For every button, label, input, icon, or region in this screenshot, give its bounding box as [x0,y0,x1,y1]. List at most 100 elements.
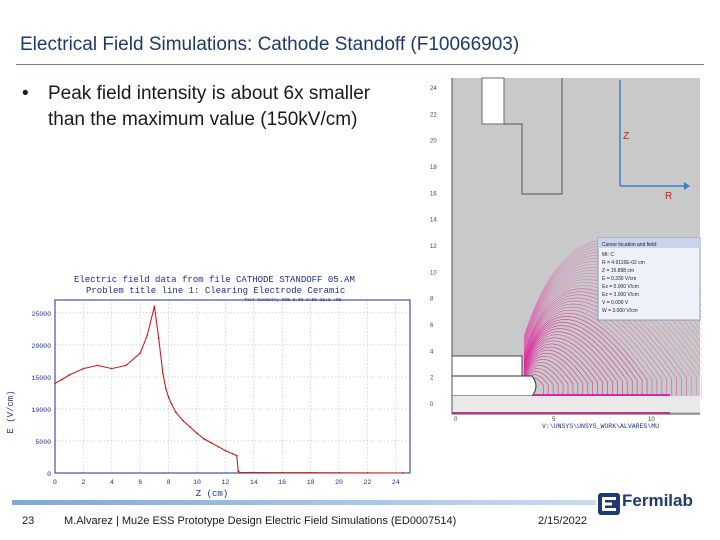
plot-data-point [54,382,56,385]
field-map-y-tick-label: 22 [430,112,437,118]
plot-data-point [235,454,238,457]
plot-data-point [174,411,177,414]
plot-data-point [146,334,149,337]
field-map-y-tick-label: 0 [430,402,434,408]
info-box-line: E = 0.330 V/cm [602,276,636,282]
plot-data-point [231,452,234,455]
equipotential-line [523,328,623,398]
plot-data-point [164,387,167,390]
plot-data-point [238,471,241,474]
field-map-x-ticks: 0 5 10 [454,417,655,423]
info-box-line: V = 0.000 V [602,300,629,306]
field-map-x-tick-label: 0 [454,417,458,423]
equipotential-line [523,294,677,398]
plot-x-tick-label: 14 [250,479,258,486]
plot-data-point [153,305,156,308]
footer-date: 2/15/2022 [538,515,587,527]
field-map-y-tick-label: 20 [430,139,437,145]
cursor-info-box: Cursor location and field: Mt: C R = 4.91… [597,237,701,321]
info-box-line: Ex = 0.000 V/cm [602,284,639,290]
plot-x-label: Z (cm) [196,489,228,499]
plot-x-tick-label: 10 [193,479,201,486]
plot-data-point [281,471,284,474]
plot-data-point [189,425,191,428]
plot-y-tick-label: 20000 [31,343,51,350]
plot-x-tick-label: 16 [278,479,286,486]
equipotential-line [523,359,574,398]
field-map-y-tick-label: 24 [430,86,437,92]
equipotential-line [523,316,643,398]
plot-y-ticks: 25000 20000 15000 10000 5000 0 [31,311,51,478]
plot-x-ticks: 0 2 4 6 8 10 12 14 16 18 20 22 24 [53,479,400,486]
plot-header-line-1: Electric field data from file CATHODE ST… [74,275,355,285]
info-box-line: Mt: C [602,252,614,258]
plot-data-point [217,445,220,448]
plot-data-point [252,471,255,474]
plot-data-point [366,471,369,474]
plot-x-tick-label: 0 [53,479,57,486]
field-map-y-tick-label: 8 [430,297,434,303]
equipotential-line [523,319,638,398]
plot-data-point [237,470,240,472]
plot-data-point [82,367,85,370]
plot-data-point [338,471,340,474]
equipotential-line [523,325,628,398]
equipotential-line [523,343,598,398]
field-map-y-tick-label: 6 [430,323,434,329]
bullet-text: Peak field intensity is about 6x smaller… [48,83,371,130]
plot-data-point [157,337,160,340]
plot-data-point [196,432,198,435]
plot-data-point [96,364,99,367]
field-plot: Electric field data from file CATHODE ST… [0,262,420,500]
plot-header-line-2: Problem title line 1: Clearing Electrode… [86,286,345,296]
plot-x-tick-label: 18 [307,479,315,486]
plot-data-point [309,471,312,474]
axis-r-label: R [665,191,672,202]
plot-data-point [125,364,127,367]
equipotential-line [523,285,692,398]
axis-z-label: Z [623,131,629,142]
equipotential-line [523,291,682,398]
field-map-y-tick-label: 2 [430,376,434,382]
info-box-line: W = 3.000 V/cm [602,308,638,314]
standoff-outline [504,78,563,195]
plot-data-point [203,438,206,440]
plot-y-tick-label: 25000 [31,311,51,318]
page-number: 23 [22,515,35,527]
plot-data-point [110,367,113,370]
equipotential-line [523,288,687,398]
plot-x-tick-label: 24 [392,479,400,486]
info-box-lines: Mt: C R = 4.9116E-02 cm Z = 15.898 cm E = 0… [602,252,645,314]
bullet-dot: • [22,83,29,104]
plot-data-point [167,396,170,399]
field-map-y-tick-label: 18 [430,165,437,171]
fermilab-logo-text: Fermilab [622,491,693,510]
field-map-y-tick-label: 10 [430,270,437,276]
title-divider [16,64,704,65]
info-box-title: Cursor location and field: [602,242,657,248]
plot-frame [54,299,411,474]
equipotential-line [523,346,593,398]
field-map-x-tick-label: 10 [648,417,655,423]
plot-data-point [162,372,164,375]
plot-y-tick-label: 5000 [35,439,51,446]
ceramic-part [451,375,537,397]
field-map-x-tick-label: 5 [552,417,556,423]
plot-data-point [181,419,184,422]
field-map-y-tick-label: 14 [430,218,437,224]
fermilab-logo: Fermilab [598,488,710,518]
plot-data-point [68,374,71,376]
equipotential-line [523,356,579,398]
plot-y-tick-label: 10000 [31,407,51,414]
info-box-line: Ez = 3.000 V/cm [602,292,639,298]
plot-x-tick-label: 22 [363,479,371,486]
equipotential-line [523,353,584,398]
equipotential-line [523,340,603,398]
cathode-structure [481,77,505,125]
plot-x-tick-label: 4 [110,479,114,486]
equipotential-line [523,312,648,398]
plot-y-label: E (V/cm) [6,390,16,433]
field-map-y-tick-label: 16 [430,191,437,197]
